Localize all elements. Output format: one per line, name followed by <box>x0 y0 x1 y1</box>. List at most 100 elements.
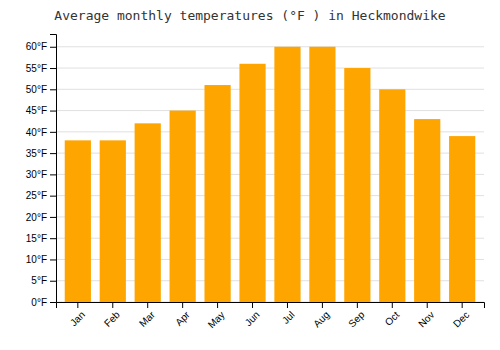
tick-mark <box>50 111 56 112</box>
tick-label: 40°F <box>26 127 47 138</box>
tick-mark <box>50 259 56 260</box>
axis-line <box>50 35 57 303</box>
tick: Nov <box>416 302 436 329</box>
tick: 20°F <box>26 212 56 223</box>
tick-label: Jan <box>68 309 87 328</box>
tick-label: Sep <box>346 309 367 330</box>
tick-label: 30°F <box>26 169 47 180</box>
tick-label: Dec <box>451 309 471 329</box>
tick: Mar <box>137 302 157 329</box>
bar <box>449 136 475 302</box>
bar <box>65 140 91 302</box>
bar <box>170 111 196 302</box>
bar <box>239 64 265 302</box>
tick: Aug <box>311 302 331 329</box>
tick: Dec <box>451 302 471 329</box>
tick: May <box>206 302 227 330</box>
tick-mark <box>392 302 393 308</box>
tick-mark <box>357 302 358 308</box>
bars <box>65 47 476 302</box>
tick-label: 25°F <box>26 190 47 201</box>
tick-mark <box>217 302 218 308</box>
tick: Jan <box>68 302 87 328</box>
tick: 15°F <box>26 233 56 244</box>
tick-label: 5°F <box>31 275 47 286</box>
tick-mark <box>50 196 56 197</box>
tick-mark <box>50 68 56 69</box>
title: Average monthly temperatures (°F ) in He… <box>54 8 446 23</box>
bar <box>344 68 370 302</box>
tick-mark <box>322 302 323 308</box>
tick-mark <box>50 89 56 90</box>
grid-line <box>56 110 484 111</box>
bar <box>204 85 230 302</box>
tick-mark <box>462 302 463 308</box>
tick: Apr <box>173 302 192 328</box>
grid-line <box>56 89 484 90</box>
bar <box>414 119 440 302</box>
tick-label: Jun <box>243 309 262 328</box>
tick: Oct <box>383 302 402 328</box>
tick-label: 45°F <box>26 105 47 116</box>
tick-label: 15°F <box>26 233 47 244</box>
tick: Sep <box>346 302 367 329</box>
bar <box>274 47 300 302</box>
tick-mark <box>50 132 56 133</box>
tick-label: 35°F <box>26 148 47 159</box>
y-axis: 0°F 5°F 10°F 15°F 20°F 25°F 30°F 35°F 40°F 45°F 50… <box>26 35 57 308</box>
tick: 0°F <box>31 297 56 308</box>
tick-mark <box>50 302 56 303</box>
tick-label: Nov <box>416 309 436 329</box>
tick-label: May <box>206 309 227 330</box>
tick-label: 10°F <box>26 254 47 265</box>
tick: 30°F <box>26 169 56 180</box>
tick: Jul <box>280 302 297 326</box>
tick-mark <box>112 302 113 308</box>
tick: Jun <box>243 302 262 328</box>
axis-line <box>57 303 485 309</box>
tick: 25°F <box>26 190 56 201</box>
tick-mark <box>50 153 56 154</box>
tick-mark <box>147 302 148 308</box>
tick: 35°F <box>26 148 56 159</box>
bar <box>379 89 405 302</box>
x-axis: Jan Feb Mar Apr May Jun Jul Aug Sep Oct Nov Dec <box>57 302 485 330</box>
tick-label: Apr <box>173 309 192 328</box>
tick-mark <box>77 302 78 308</box>
tick-label: 60°F <box>26 41 47 52</box>
tick-mark <box>182 302 183 308</box>
tick-label: 55°F <box>26 63 47 74</box>
plot: 0°F 5°F 10°F 15°F 20°F 25°F 30°F 35°F 40°F 45°F 50… <box>26 35 485 331</box>
tick-mark <box>50 238 56 239</box>
grid <box>56 47 484 302</box>
tick: 50°F <box>26 84 56 95</box>
tick: 60°F <box>26 41 56 52</box>
tick-mark <box>50 217 56 218</box>
tick-mark <box>50 47 56 48</box>
bar <box>309 47 335 302</box>
tick-mark <box>427 302 428 308</box>
chart: 0°F 5°F 10°F 15°F 20°F 25°F 30°F 35°F 40°F 45°F 50… <box>0 0 500 350</box>
tick-mark <box>252 302 253 308</box>
tick: 10°F <box>26 254 56 265</box>
tick-mark <box>50 281 56 282</box>
bar <box>135 123 161 302</box>
grid-line <box>56 68 484 69</box>
tick: 40°F <box>26 127 56 138</box>
tick-label: Feb <box>102 309 122 329</box>
tick-label: 20°F <box>26 212 47 223</box>
tick: 45°F <box>26 105 56 116</box>
tick-label: 0°F <box>31 297 47 308</box>
tick-label: 50°F <box>26 84 47 95</box>
tick-label: Oct <box>383 309 402 328</box>
tick-mark <box>50 174 56 175</box>
tick-mark <box>287 302 288 308</box>
tick: Feb <box>102 302 122 329</box>
tick-label: Aug <box>311 309 331 329</box>
bar <box>100 140 126 302</box>
tick-label: Jul <box>280 309 297 326</box>
tick-label: Mar <box>137 309 157 329</box>
grid-line <box>56 46 484 47</box>
tick: 5°F <box>31 275 56 286</box>
tick: 55°F <box>26 63 56 74</box>
